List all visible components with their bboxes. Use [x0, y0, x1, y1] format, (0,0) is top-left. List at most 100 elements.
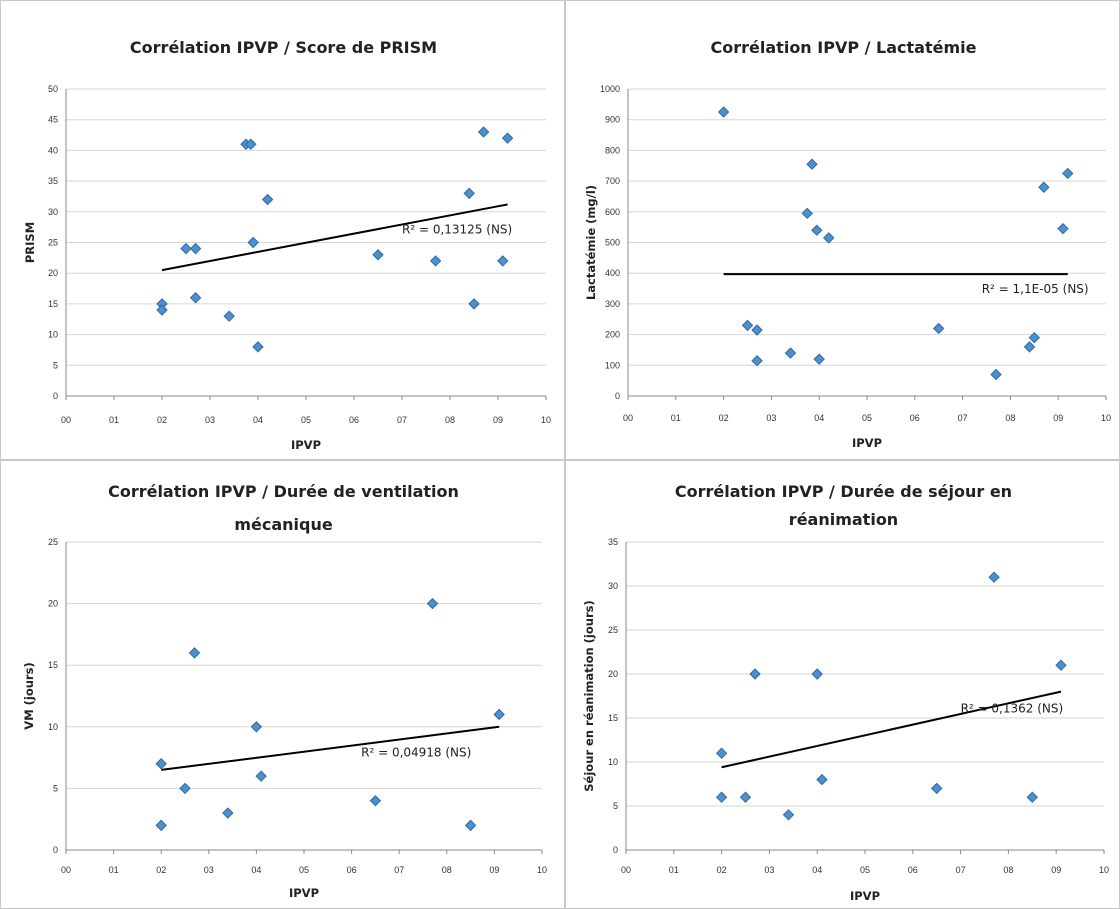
data-point — [739, 791, 752, 803]
data-point — [372, 249, 384, 261]
data-point — [189, 242, 202, 255]
y-tick-label: 20 — [608, 669, 618, 679]
y-tick-label: 10 — [608, 757, 618, 767]
data-point — [155, 819, 167, 832]
x-axis-label: IPVP — [289, 886, 319, 900]
y-tick-label: 0 — [615, 391, 620, 401]
y-tick-label: 600 — [605, 207, 620, 217]
x-tick-label: 10 — [541, 415, 551, 425]
data-point — [255, 770, 267, 782]
x-tick-label: 08 — [442, 865, 452, 875]
x-tick-label: 06 — [349, 415, 359, 425]
y-axis-label: Séjour en réanimation (jours) — [582, 600, 596, 791]
r-squared-annotation: R² = 0,04918 (NS) — [361, 745, 471, 759]
r-squared-annotation: R² = 1,1E-05 (NS) — [982, 282, 1089, 296]
data-point — [988, 571, 1000, 583]
y-tick-label: 300 — [605, 299, 620, 309]
y-tick-label: 20 — [48, 268, 58, 278]
data-point — [823, 232, 835, 244]
x-tick-label: 10 — [1099, 865, 1109, 875]
data-point — [816, 773, 828, 786]
x-tick-label: 00 — [61, 415, 71, 425]
x-tick-label: 04 — [251, 865, 261, 875]
x-tick-label: 01 — [671, 413, 681, 423]
x-tick-label: 07 — [958, 413, 968, 423]
data-point — [715, 747, 728, 759]
x-tick-label: 05 — [301, 415, 311, 425]
data-point — [189, 292, 202, 304]
chart-svg-ventilation: Corrélation IPVP / Durée de ventilation m… — [22, 482, 547, 900]
y-tick-label: 50 — [48, 84, 58, 94]
y-tick-label: 1000 — [600, 84, 620, 94]
data-point — [811, 668, 823, 680]
x-tick-label: 09 — [493, 415, 503, 425]
x-tick-label: 07 — [397, 415, 407, 425]
x-tick-label: 09 — [489, 865, 499, 875]
y-tick-label: 40 — [48, 145, 58, 155]
chart-svg-sejour: Corrélation IPVP / Durée de séjour en réa… — [582, 482, 1109, 903]
data-point — [426, 597, 439, 610]
x-tick-label: 03 — [204, 865, 214, 875]
data-point — [717, 106, 730, 118]
x-tick-label: 04 — [253, 415, 263, 425]
x-tick-label: 10 — [537, 865, 547, 875]
y-tick-label: 800 — [605, 145, 620, 155]
y-tick-label: 20 — [48, 599, 58, 609]
data-point — [429, 255, 442, 267]
x-tick-label: 03 — [764, 865, 774, 875]
chart-title: Corrélation IPVP / Durée de séjour en — [675, 482, 1012, 501]
data-point — [1028, 331, 1041, 344]
y-tick-label: 15 — [608, 713, 618, 723]
x-tick-label: 09 — [1053, 413, 1063, 423]
x-tick-label: 10 — [1101, 413, 1111, 423]
y-tick-label: 15 — [48, 299, 58, 309]
y-tick-label: 25 — [48, 238, 58, 248]
chart-svg-lactatemie: Corrélation IPVP / Lactatémie01002003004… — [584, 38, 1111, 450]
y-tick-label: 5 — [53, 360, 58, 370]
data-point — [464, 819, 477, 832]
data-point — [1062, 167, 1074, 180]
data-point — [493, 708, 505, 721]
x-axis-label: IPVP — [850, 889, 880, 903]
x-tick-label: 05 — [860, 865, 870, 875]
data-point — [477, 126, 490, 138]
y-tick-label: 500 — [605, 238, 620, 248]
data-point — [155, 758, 167, 770]
y-axis-label: PRISM — [23, 222, 37, 263]
data-point — [782, 809, 795, 821]
x-tick-label: 02 — [717, 865, 727, 875]
y-tick-label: 35 — [608, 537, 618, 547]
chart-title: Corrélation IPVP / Durée de ventilation — [108, 482, 459, 501]
r-squared-annotation: R² = 0,1362 (NS) — [961, 702, 1064, 716]
data-point — [806, 158, 818, 170]
y-tick-label: 25 — [48, 537, 58, 547]
data-point — [932, 322, 945, 335]
trendline — [721, 690, 1062, 769]
data-point — [1057, 222, 1069, 235]
y-tick-label: 400 — [605, 268, 620, 278]
data-point — [784, 347, 797, 359]
data-point — [497, 255, 509, 267]
x-tick-label: 02 — [719, 413, 729, 423]
x-tick-label: 08 — [1003, 865, 1013, 875]
data-point — [990, 368, 1002, 381]
data-point — [1026, 791, 1039, 803]
chart-title: Corrélation IPVP / Score de PRISM — [130, 38, 437, 57]
data-point — [1055, 659, 1067, 671]
y-tick-label: 0 — [613, 845, 618, 855]
x-tick-label: 07 — [956, 865, 966, 875]
chart-panel-ventilation: Corrélation IPVP / Durée de ventilation m… — [0, 460, 565, 909]
x-tick-label: 03 — [205, 415, 215, 425]
data-point — [749, 668, 761, 680]
data-point — [156, 304, 168, 316]
y-tick-label: 10 — [48, 722, 58, 732]
y-tick-label: 700 — [605, 176, 620, 186]
chart-title: mécanique — [234, 515, 333, 534]
x-tick-label: 01 — [109, 415, 119, 425]
data-point — [252, 341, 264, 353]
chart-svg-prism: Corrélation IPVP / Score de PRISM 05 10 15 2… — [23, 38, 551, 452]
data-point — [250, 721, 263, 733]
x-tick-label: 09 — [1051, 865, 1061, 875]
chart-panel-lactatemie: Corrélation IPVP / Lactatémie 0 100 200 300 4… — [565, 0, 1120, 460]
x-tick-label: 06 — [347, 865, 357, 875]
